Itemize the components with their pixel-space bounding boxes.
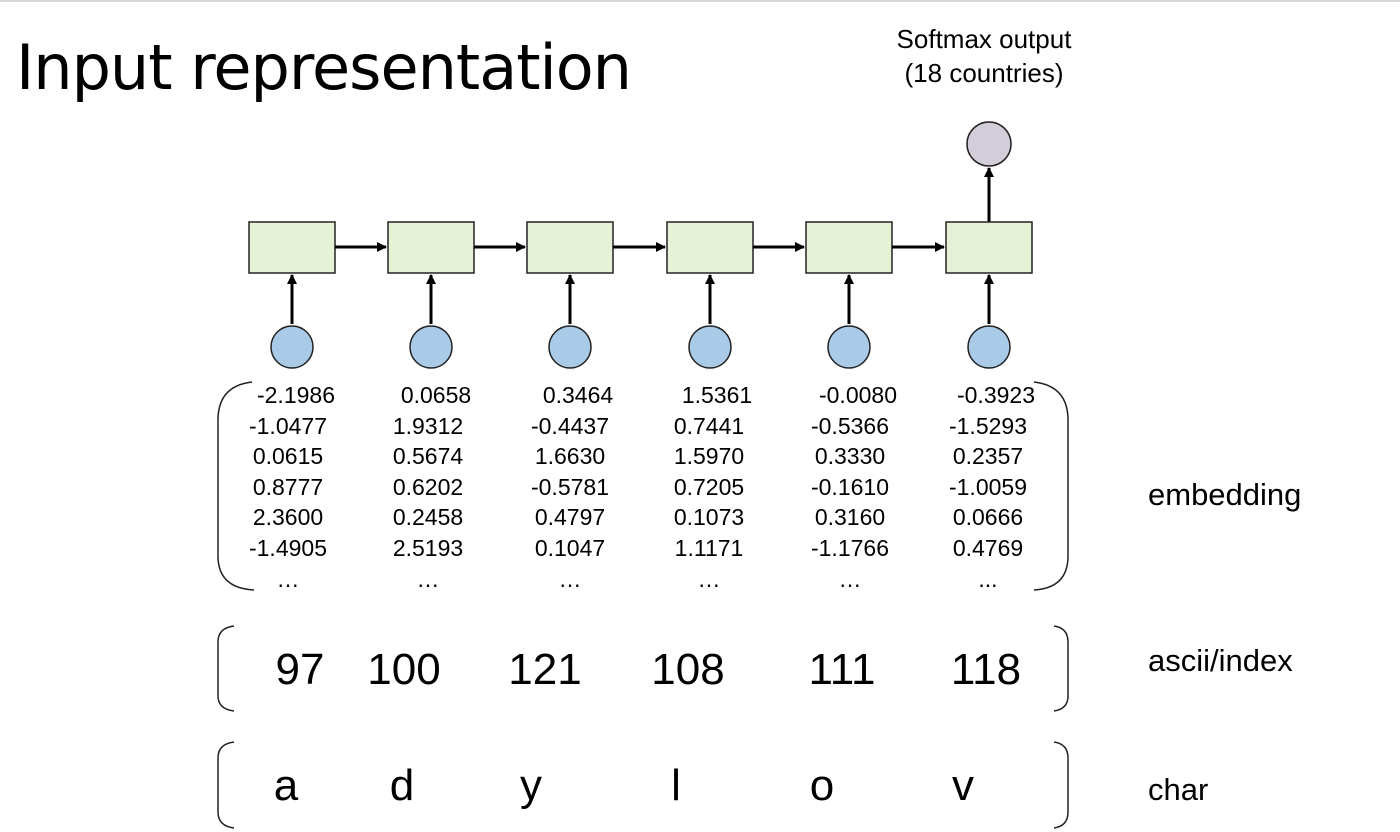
embedding-value: -0.1610	[810, 473, 889, 500]
rnn-cells	[248, 221, 1033, 274]
ascii-row-label: ascii/index	[1148, 643, 1293, 678]
embedding-ellipsis: …	[416, 565, 440, 592]
embedding-value: 0.3464	[542, 382, 614, 408]
embedding-value: 0.0658	[400, 382, 472, 408]
embedding-value: -0.0080	[818, 382, 897, 408]
embedding-column: 0.3464 -0.4437 1.6630 -0.5781 0.4797 0.1…	[495, 380, 645, 594]
rnn-cell	[248, 221, 336, 274]
embedding-value: 0.7441	[673, 412, 745, 439]
input-node	[827, 325, 871, 369]
embedding-value: 2.5193	[392, 534, 464, 561]
input-node	[409, 325, 453, 369]
char-right-bracket	[1053, 741, 1069, 829]
input-arrows	[287, 274, 994, 324]
input-node	[967, 325, 1011, 369]
input-nodes	[270, 325, 1011, 369]
embedding-value: 1.1171	[674, 534, 744, 561]
embedding-value: 0.0615	[252, 443, 324, 470]
embedding-column: 1.5361 0.7441 1.5970 0.7205 0.1073 1.117…	[634, 380, 784, 594]
embedding-left-bracket	[217, 381, 255, 591]
embedding-value: 0.3330	[814, 443, 886, 470]
embedding-value: -1.5293	[948, 412, 1027, 439]
softmax-output-node	[966, 121, 1012, 167]
input-node	[270, 325, 314, 369]
top-rule	[0, 0, 1400, 2]
ascii-value: 100	[367, 645, 441, 694]
char-value: l	[671, 761, 681, 810]
embedding-value: -2.1986	[256, 382, 335, 408]
ascii-value: 111	[808, 645, 876, 694]
rnn-cell	[945, 221, 1033, 274]
ascii-right-bracket	[1053, 625, 1069, 712]
slide-title: Input representation	[16, 31, 632, 104]
embedding-value: -0.3923	[956, 382, 1035, 408]
embedding-column: -0.0080 -0.5366 0.3330 -0.1610 0.3160 -1…	[775, 380, 925, 594]
input-node	[548, 325, 592, 369]
embedding-column: 0.0658 1.9312 0.5674 0.6202 0.2458 2.519…	[353, 380, 503, 594]
input-node	[688, 325, 732, 369]
embedding-value: -0.5781	[530, 473, 609, 500]
embedding-column: -2.1986 -1.0477 0.0615 0.8777 2.3600 -1.…	[213, 380, 363, 594]
embedding-value: 0.3160	[814, 504, 886, 531]
embedding-value: -1.0477	[248, 412, 327, 439]
ascii-value: 108	[651, 645, 725, 694]
embedding-value: 0.2357	[952, 443, 1024, 470]
char-value: o	[809, 761, 835, 810]
embedding-value: 0.7205	[673, 473, 745, 500]
softmax-output-label-line2: (18 countries)	[904, 58, 1064, 88]
embedding-ellipsis: ...	[978, 565, 998, 592]
embedding-value: -1.4905	[248, 534, 327, 561]
embedding-value: 0.2458	[392, 504, 464, 531]
ascii-left-bracket	[217, 625, 235, 712]
embedding-value: 0.1047	[534, 534, 606, 561]
embedding-ellipsis: …	[558, 565, 582, 592]
embedding-row-label: embedding	[1148, 477, 1302, 512]
embedding-value: 1.5970	[673, 443, 745, 470]
embedding-ellipsis: …	[838, 565, 862, 592]
embedding-ellipsis: …	[276, 565, 300, 592]
rnn-cell	[387, 221, 475, 274]
embedding-value: 0.8777	[252, 473, 324, 500]
embedding-value: 0.6202	[392, 473, 464, 500]
char-value: d	[389, 761, 415, 810]
char-value: y	[520, 761, 542, 810]
embedding-value: -1.1766	[810, 534, 889, 561]
ascii-value: 97	[275, 645, 325, 694]
ascii-value: 121	[508, 645, 582, 694]
embedding-value: -0.4437	[530, 412, 609, 439]
embedding-value: 1.5361	[681, 382, 753, 408]
rnn-cell	[666, 221, 754, 274]
softmax-output-label: Softmax output (18 countries)	[864, 22, 1104, 90]
embedding-value: 0.1073	[673, 504, 745, 531]
embedding-value: 1.6630	[534, 443, 606, 470]
char-value: v	[952, 761, 974, 810]
embedding-value: -1.0059	[948, 473, 1027, 500]
rnn-cell	[805, 221, 893, 274]
embedding-value: 0.0666	[952, 504, 1024, 531]
char-value: a	[273, 761, 299, 810]
embedding-right-bracket	[1033, 381, 1069, 591]
embedding-value: 0.4769	[952, 534, 1024, 561]
char-left-bracket	[217, 741, 235, 829]
embedding-value: -0.5366	[810, 412, 889, 439]
ascii-value: 118	[950, 645, 1022, 694]
embedding-value: 0.4797	[534, 504, 606, 531]
rnn-cell	[526, 221, 614, 274]
char-row-label: char	[1148, 772, 1209, 807]
embedding-value: 2.3600	[252, 504, 324, 531]
embedding-value: 0.5674	[392, 443, 464, 470]
embedding-value: 1.9312	[392, 412, 464, 439]
embedding-column: -0.3923 -1.5293 0.2357 -1.0059 0.0666 0.…	[913, 380, 1063, 594]
embedding-ellipsis: …	[697, 565, 721, 592]
softmax-output-label-line1: Softmax output	[896, 24, 1072, 54]
